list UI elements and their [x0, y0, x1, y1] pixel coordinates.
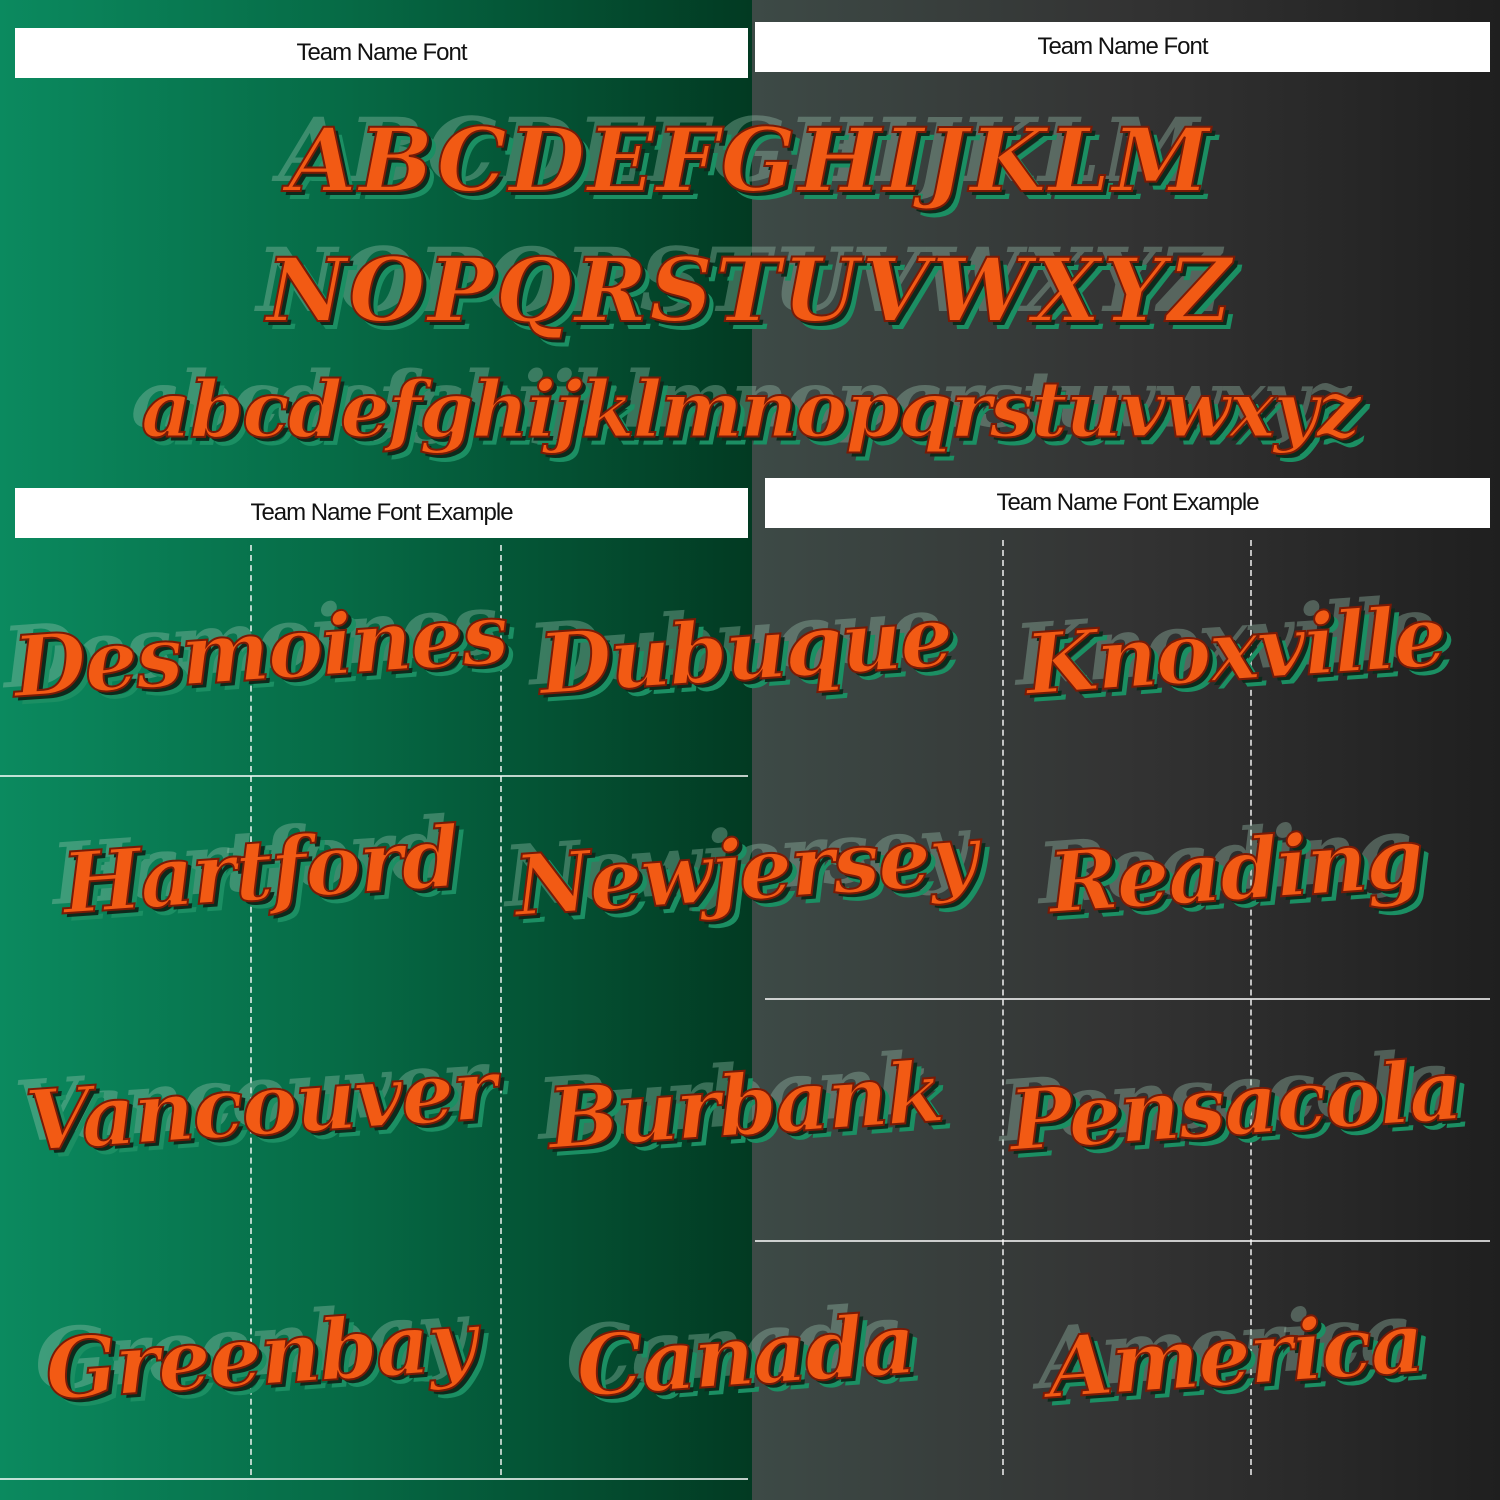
- grid-line: [1250, 540, 1252, 1475]
- grid-line: [0, 1478, 748, 1480]
- panel-title: Team Name Font Example: [15, 488, 748, 538]
- panel-title: Team Name Font: [755, 22, 1490, 72]
- background-left: [0, 0, 752, 1500]
- panel-title: Team Name Font Example: [765, 478, 1490, 528]
- alphabet-row: NOPQRSTUVWXYZ: [265, 237, 1234, 343]
- grid-line: [1002, 540, 1004, 1475]
- grid-line: [250, 545, 252, 1475]
- background-right: [752, 0, 1500, 1500]
- panel-title: Team Name Font: [15, 28, 748, 78]
- grid-line: [500, 545, 502, 1475]
- grid-line: [0, 775, 748, 777]
- grid-line: [755, 1240, 1490, 1242]
- grid-line: [765, 998, 1490, 1000]
- alphabet-row: ABCDEFGHIJKLM: [287, 107, 1212, 213]
- alphabet-row: abcdefghijklmnopqrstuvwxyz: [140, 364, 1362, 457]
